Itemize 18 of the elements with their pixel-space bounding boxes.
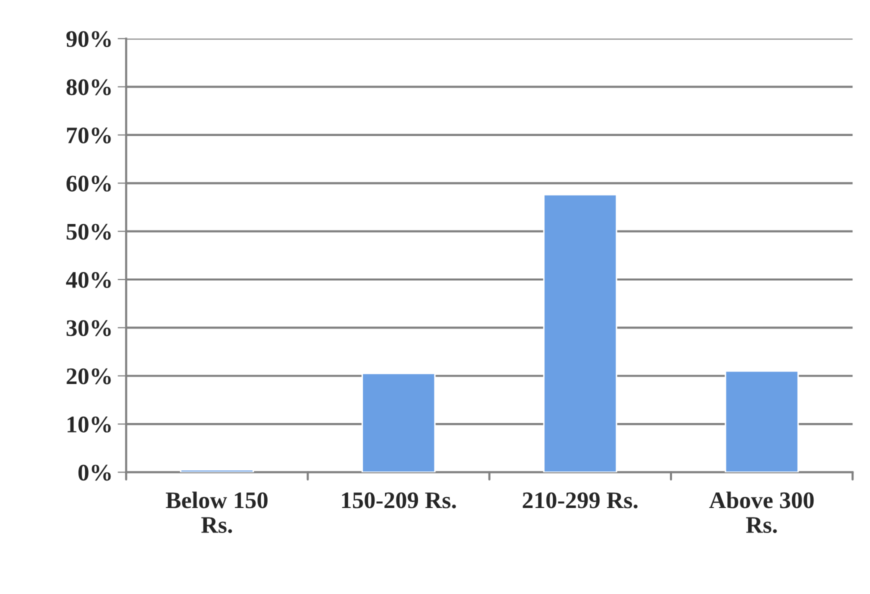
bar [724,370,799,472]
y-tick-label: 60% [66,176,111,192]
y-tick-label: 10% [68,416,111,433]
y-tick-label: 50% [66,224,111,240]
x-tick-label: 210-299 Rs. [522,492,638,508]
y-tick-label: 20% [66,368,111,384]
y-tick-label: 80% [66,79,111,96]
y-tick-label: 90% [66,31,111,48]
bar [180,469,254,472]
y-tick-label: 30% [66,320,111,336]
x-tick-label: 150-209 Rs. [342,492,456,508]
y-tick-label: 70% [67,127,111,144]
y-tick-label: 0% [78,464,111,481]
bar [362,372,436,472]
bar [543,194,618,472]
y-tick-label: 40% [66,272,111,288]
x-tick-label: Below 150 Rs. [166,492,268,534]
x-tick-label: Above 300 Rs. [709,492,814,534]
